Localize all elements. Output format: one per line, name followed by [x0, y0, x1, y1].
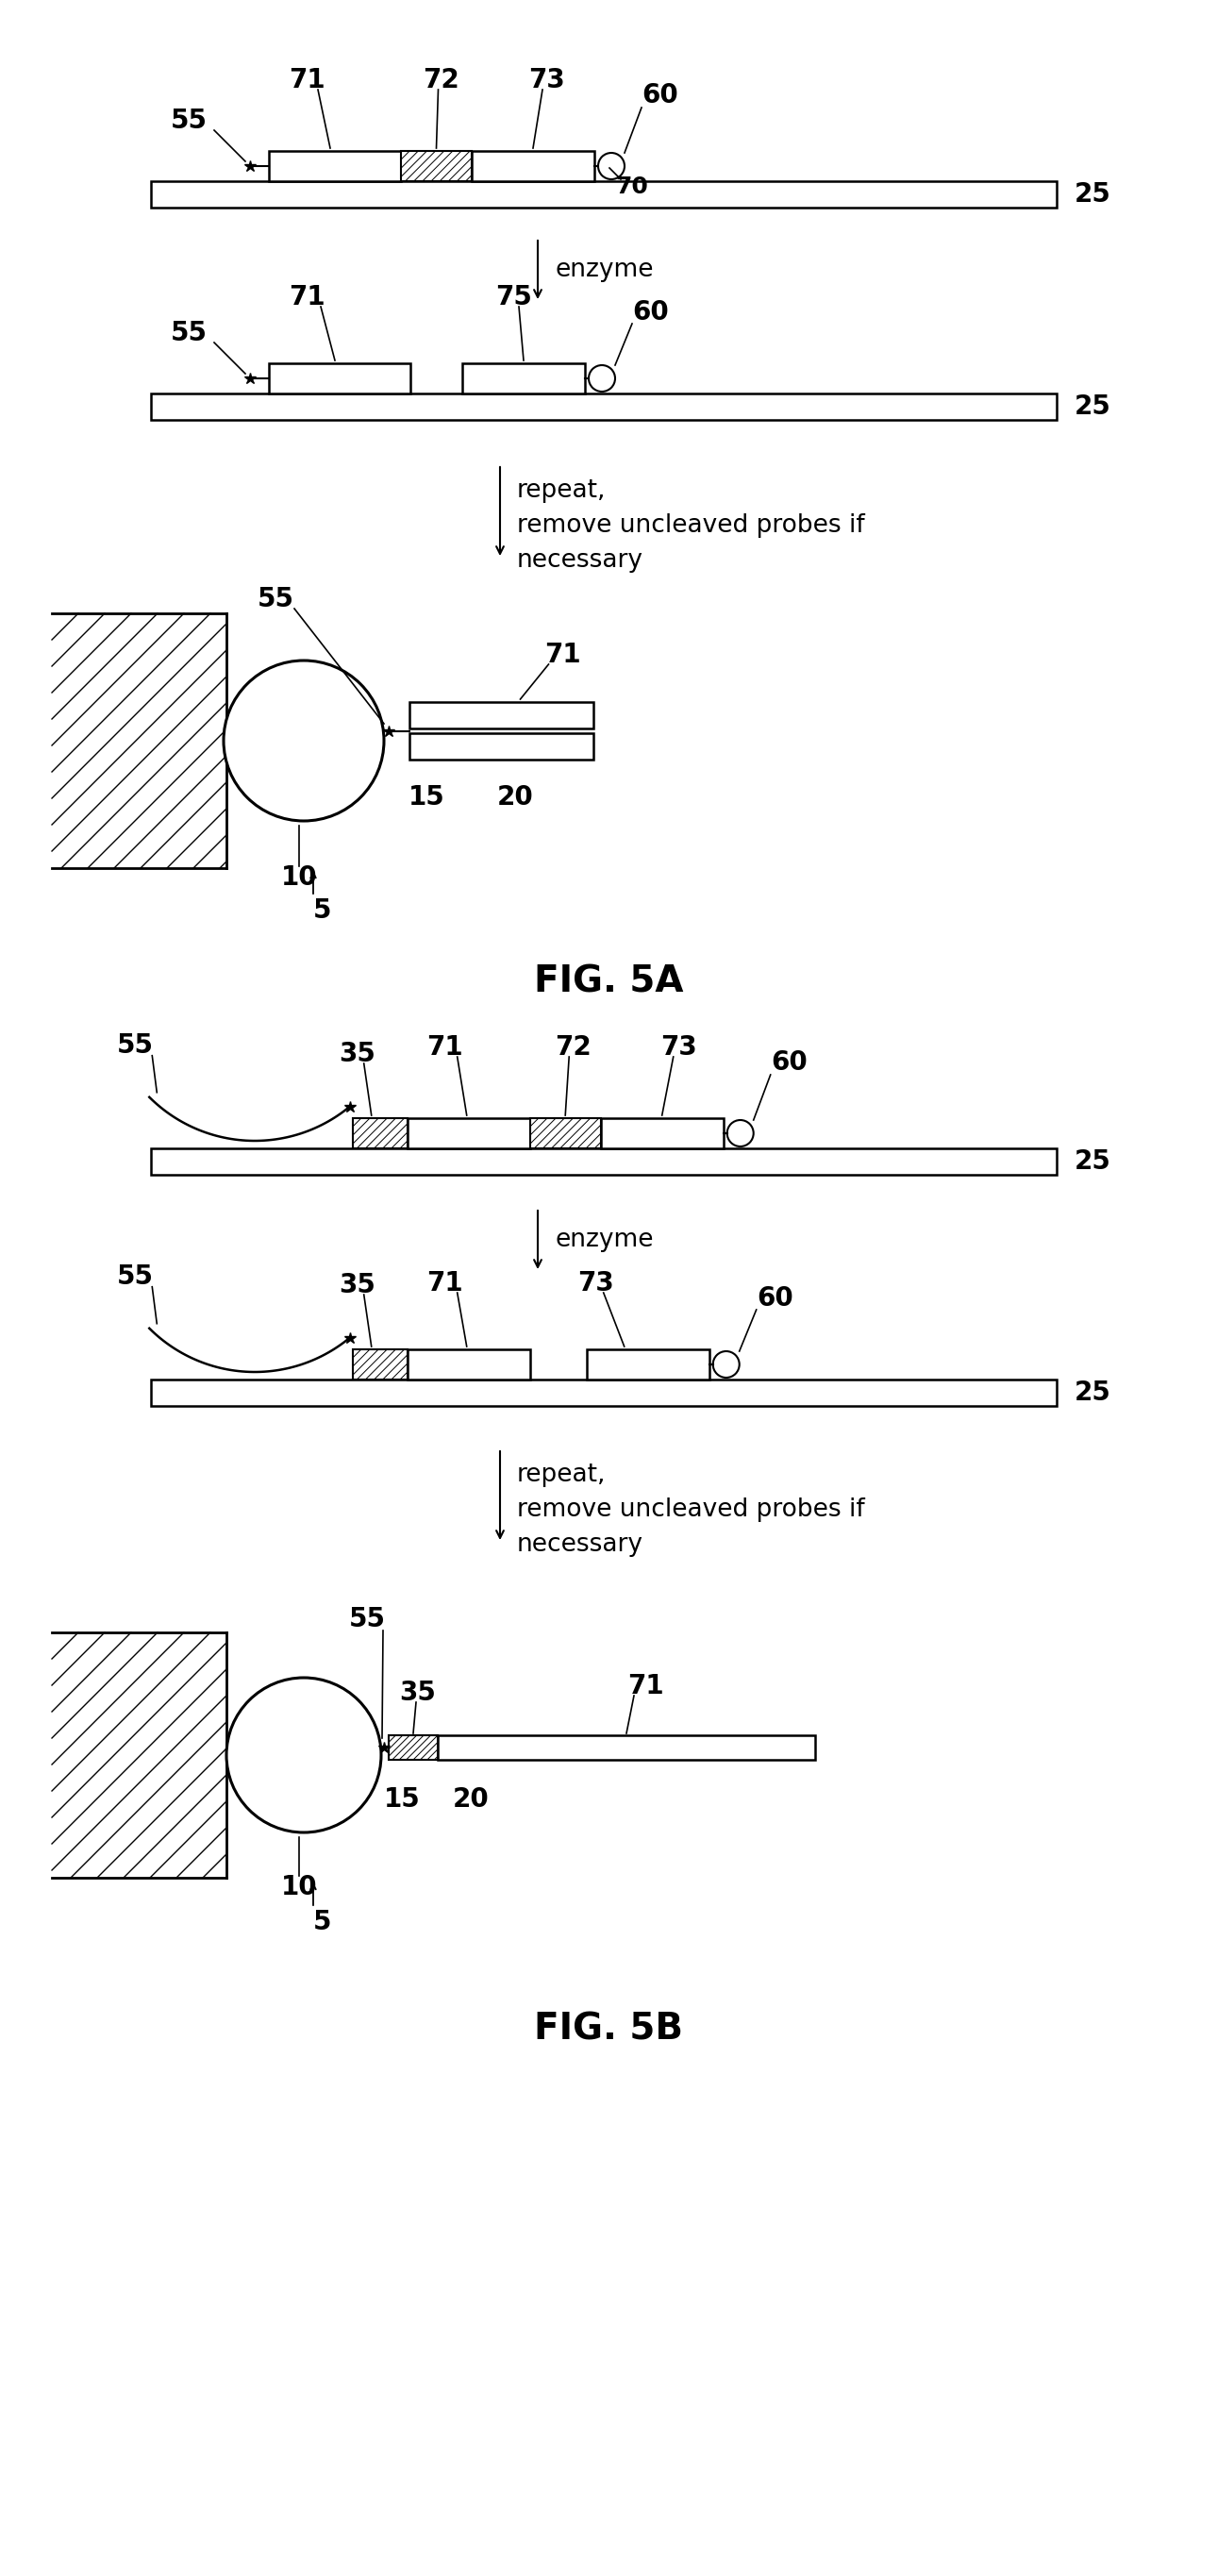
Circle shape	[598, 152, 624, 180]
Bar	[151, 1381, 1056, 1406]
Text: remove uncleaved probes if: remove uncleaved probes if	[517, 1497, 865, 1522]
Text: 20: 20	[498, 783, 534, 811]
Text: repeat,: repeat,	[517, 1463, 606, 1486]
Text: 35: 35	[399, 1680, 436, 1705]
Text: 10: 10	[281, 866, 318, 891]
Text: 71: 71	[544, 641, 581, 667]
Bar	[408, 1350, 529, 1381]
Text: 71: 71	[627, 1672, 663, 1700]
Text: 55: 55	[117, 1033, 153, 1059]
Text: 35: 35	[340, 1041, 376, 1066]
Text: 15: 15	[383, 1785, 420, 1814]
Text: 35: 35	[340, 1273, 376, 1298]
Bar	[409, 703, 594, 729]
Text: necessary: necessary	[517, 1533, 644, 1556]
Text: 20: 20	[453, 1785, 489, 1814]
Bar	[601, 1118, 723, 1149]
Text: 55: 55	[117, 1262, 153, 1291]
Text: 55: 55	[257, 585, 293, 613]
Text: 70: 70	[616, 175, 649, 198]
Text: 73: 73	[661, 1033, 697, 1061]
Text: 73: 73	[529, 67, 566, 93]
Text: 5: 5	[314, 1909, 332, 1935]
Circle shape	[713, 1352, 740, 1378]
Circle shape	[727, 1121, 753, 1146]
Text: 55: 55	[170, 108, 207, 134]
Bar	[408, 1118, 529, 1149]
Text: necessary: necessary	[517, 549, 644, 572]
Bar	[269, 152, 400, 180]
Bar	[400, 152, 472, 180]
Text: FIG. 5B: FIG. 5B	[534, 2012, 683, 2048]
Text: 60: 60	[757, 1285, 793, 1311]
Bar	[151, 1149, 1056, 1175]
Text: 5: 5	[314, 896, 332, 925]
Bar	[353, 1118, 408, 1149]
Bar	[587, 1350, 710, 1381]
Text: 71: 71	[427, 1270, 464, 1296]
Text: 71: 71	[288, 283, 325, 312]
Circle shape	[224, 659, 385, 822]
Text: remove uncleaved probes if: remove uncleaved probes if	[517, 513, 865, 538]
Text: 71: 71	[288, 67, 325, 93]
Text: 60: 60	[772, 1048, 808, 1077]
Text: 25: 25	[1075, 1149, 1111, 1175]
Text: 10: 10	[281, 1873, 318, 1901]
Text: 73: 73	[578, 1270, 615, 1296]
Bar	[529, 1118, 601, 1149]
Text: repeat,: repeat,	[517, 479, 606, 502]
Text: FIG. 5A: FIG. 5A	[534, 963, 683, 999]
Bar	[438, 1736, 815, 1759]
Bar	[409, 734, 594, 760]
Bar	[472, 152, 594, 180]
Circle shape	[226, 1677, 381, 1832]
Bar	[151, 180, 1056, 209]
Text: 72: 72	[555, 1033, 591, 1061]
Text: 55: 55	[348, 1605, 386, 1633]
Text: 25: 25	[1075, 1381, 1111, 1406]
Bar	[462, 363, 585, 394]
Text: 25: 25	[1075, 394, 1111, 420]
Text: 25: 25	[1075, 180, 1111, 209]
Text: 72: 72	[422, 67, 459, 93]
Text: 60: 60	[643, 82, 679, 108]
Text: 55: 55	[170, 319, 207, 345]
Text: 71: 71	[427, 1033, 464, 1061]
Text: 75: 75	[495, 283, 533, 312]
Text: 15: 15	[408, 783, 444, 811]
Bar	[151, 394, 1056, 420]
Text: enzyme: enzyme	[555, 258, 654, 283]
Text: enzyme: enzyme	[555, 1229, 654, 1252]
Bar	[388, 1736, 438, 1759]
Bar	[353, 1350, 408, 1381]
Circle shape	[589, 366, 615, 392]
Bar	[269, 363, 410, 394]
Text: 60: 60	[633, 299, 669, 325]
